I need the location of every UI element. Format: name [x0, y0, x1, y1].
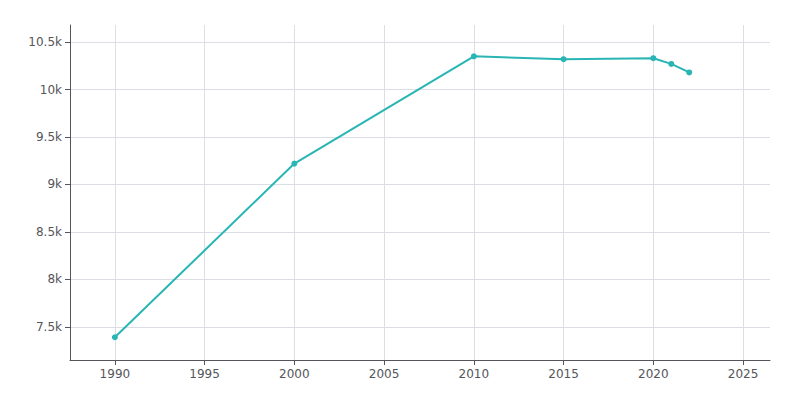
svg-text:2015: 2015 [548, 367, 579, 381]
svg-text:8k: 8k [47, 272, 62, 286]
svg-text:8.5k: 8.5k [36, 225, 62, 239]
svg-text:2005: 2005 [369, 367, 400, 381]
svg-text:10.5k: 10.5k [28, 35, 62, 49]
svg-text:10k: 10k [40, 83, 62, 97]
svg-text:2010: 2010 [459, 367, 490, 381]
svg-text:1990: 1990 [100, 367, 131, 381]
svg-text:2025: 2025 [728, 367, 759, 381]
svg-text:9k: 9k [47, 177, 62, 191]
svg-text:7.5k: 7.5k [36, 320, 62, 334]
svg-text:2020: 2020 [638, 367, 669, 381]
svg-text:2000: 2000 [279, 367, 310, 381]
svg-text:9.5k: 9.5k [36, 130, 62, 144]
svg-text:1995: 1995 [189, 367, 220, 381]
